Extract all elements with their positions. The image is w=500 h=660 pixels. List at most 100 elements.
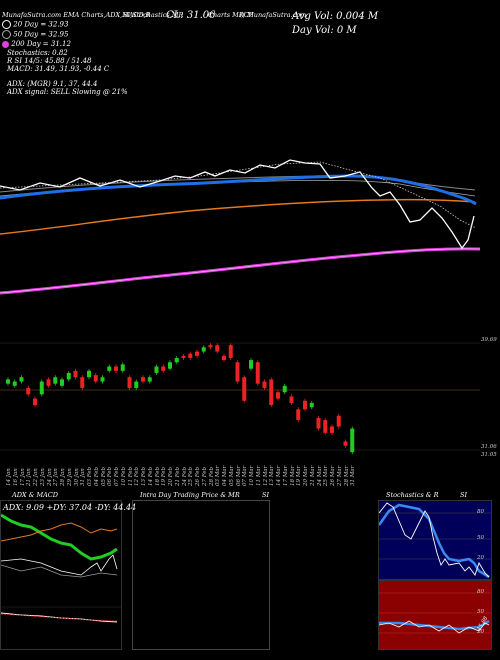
adx-gray-line <box>1 564 118 578</box>
date-label: 20 Mar <box>303 465 309 486</box>
date-label: 28 Jan <box>60 468 66 486</box>
date-label: 03 Mar <box>215 465 222 486</box>
header-title-left: MunafaSutra.com EMA Charts,ADX,MACD,R <box>2 11 151 19</box>
candlestick-chart <box>0 342 480 455</box>
rsi-level-20: 20 <box>477 629 484 635</box>
rsi-white-line <box>379 620 490 634</box>
date-label: 19 Mar <box>296 465 303 486</box>
legend-ema50: 50 Day = 32.95 <box>2 30 68 39</box>
legend-adx: ADX: (MGR) 9.1, 37, 44.4 <box>7 80 98 88</box>
legend-ema50-text: 50 Day = 32.95 <box>13 30 69 39</box>
date-label: 04 Feb <box>93 466 100 486</box>
legend-stochastics: Stochastics: 0.82 <box>7 49 68 57</box>
stoch-panel-title: Stochastics & R <box>386 491 439 499</box>
date-label: 13 Feb <box>141 466 147 486</box>
rsi-level-80: 80 <box>477 589 484 595</box>
date-label: 24 Jan <box>46 468 53 486</box>
date-label: 07 Mar <box>242 465 249 486</box>
day-volume-label: Day Vol: 0 M <box>292 25 357 36</box>
date-label: 24 Mar <box>316 465 323 486</box>
stoch-level-50: 50 <box>477 535 484 541</box>
adx-white-line <box>1 554 118 576</box>
intraday-panel-si: SI <box>262 491 270 499</box>
price-level-bottom-a: 31.06 <box>481 444 497 450</box>
date-label: 21 Mar <box>309 465 316 486</box>
stochastics-chart <box>379 502 491 579</box>
intraday-panel <box>132 500 270 650</box>
header-title-mid: SI,Stochastics,MR <box>123 11 184 19</box>
date-label: 24 Feb <box>181 466 188 486</box>
date-label: 11 Feb <box>127 466 134 486</box>
stoch-level-20: 20 <box>477 555 484 561</box>
intraday-panel-title: Intra Day Trading Price & MR <box>140 491 240 499</box>
date-label: 10 Mar <box>249 465 255 486</box>
date-label: 16 Jan <box>12 468 19 486</box>
adx-chart <box>1 513 121 623</box>
date-label: 26 Mar <box>330 465 336 486</box>
date-label: 25 Feb <box>188 466 195 486</box>
avg-volume-label: Avg Vol: 0.004 M <box>292 11 379 22</box>
date-axis: 14 Jan 16 Jan 17 Jan 21 Jan 22 Jan 23 Jan 24 J… <box>0 458 500 488</box>
adx-green-line <box>1 513 118 561</box>
adx-panel-title: ADX & MACD <box>12 491 58 499</box>
date-label: 25 Mar <box>323 465 330 486</box>
date-label: 27 Feb <box>201 466 208 486</box>
candles-group <box>6 343 355 455</box>
date-label: 27 Jan <box>53 468 60 486</box>
legend-ema200: 200 Day = 31.12 <box>2 40 71 48</box>
date-label: 17 Mar <box>282 465 289 486</box>
price-level-top: 39.69 <box>481 337 497 343</box>
stoch-panel-si: SI <box>460 491 468 499</box>
date-label: 31 Jan <box>80 468 87 486</box>
date-label: 17 Jan <box>19 468 26 486</box>
legend-ema20: 20 Day = 32.93 <box>2 20 68 29</box>
date-label: 14 Feb <box>147 466 154 486</box>
date-label: 20 Feb <box>168 466 174 486</box>
date-label: 14 Jan <box>6 468 12 486</box>
price-level-bottom-b: 31.05 <box>481 452 497 458</box>
header-charts-label: Charts MRCP <box>208 11 254 19</box>
price-line <box>0 159 475 250</box>
rsi-blue-line <box>379 619 490 631</box>
date-label: 28 Feb <box>208 466 215 486</box>
legend-ema20-text: 20 Day = 32.93 <box>13 20 69 29</box>
moving-average-chart <box>0 159 481 295</box>
close-price-label: CL: 31.06 <box>166 10 216 21</box>
date-label: 18 Mar <box>289 465 296 486</box>
date-label: 27 Mar <box>336 465 343 486</box>
date-label: 07 Feb <box>114 466 120 486</box>
date-label: 22 Jan <box>33 468 39 486</box>
ema50-line <box>0 174 477 206</box>
date-label: 23 Jan <box>39 468 46 486</box>
date-label: 18 Feb <box>154 466 161 486</box>
long-ma-inner-line <box>0 248 481 294</box>
adx-values: ADX: 9.09 +DY: 37.04 -DY: 44.44 <box>3 503 137 512</box>
adx-panel: ADX: 9.09 +DY: 37.04 -DY: 44.44 <box>0 500 136 650</box>
legend-macd: MACD: 31.49, 31.93, -0.44 C <box>7 65 110 73</box>
date-label: 06 Feb <box>107 466 114 486</box>
date-label: 21 Jan <box>26 468 33 486</box>
macd-red-line <box>1 613 118 622</box>
stochastics-panel: 80 50 20 <box>378 500 492 580</box>
legend-rsi: R SI 14/5: 45.88 / 51.48 <box>7 57 92 65</box>
date-label: 04 Mar <box>222 465 228 486</box>
date-label: 10 Feb <box>120 466 127 486</box>
date-label: 11 Mar <box>255 465 262 486</box>
date-label: 21 Feb <box>174 466 181 486</box>
rsi-chart <box>379 592 491 634</box>
date-label: 30 Jan <box>73 468 80 486</box>
date-label: 28 Mar <box>343 465 350 486</box>
legend-adx-signal: ADX signal: SELL Slowing @ 21% <box>7 88 128 96</box>
stoch-level-80: 80 <box>477 509 484 515</box>
date-label: 05 Mar <box>228 465 235 486</box>
ema200-line <box>0 198 476 235</box>
date-label: 12 Mar <box>262 465 269 486</box>
adx-orange-line <box>1 522 118 542</box>
stoch-white-line <box>379 502 490 578</box>
date-label: 13 Mar <box>269 465 276 486</box>
date-label: 03 Feb <box>87 466 93 486</box>
date-label: 06 Mar <box>235 465 242 486</box>
date-label: 29 Jan <box>66 468 73 486</box>
date-label: 19 Feb <box>161 466 168 486</box>
legend-ema20-swatch <box>2 20 11 29</box>
